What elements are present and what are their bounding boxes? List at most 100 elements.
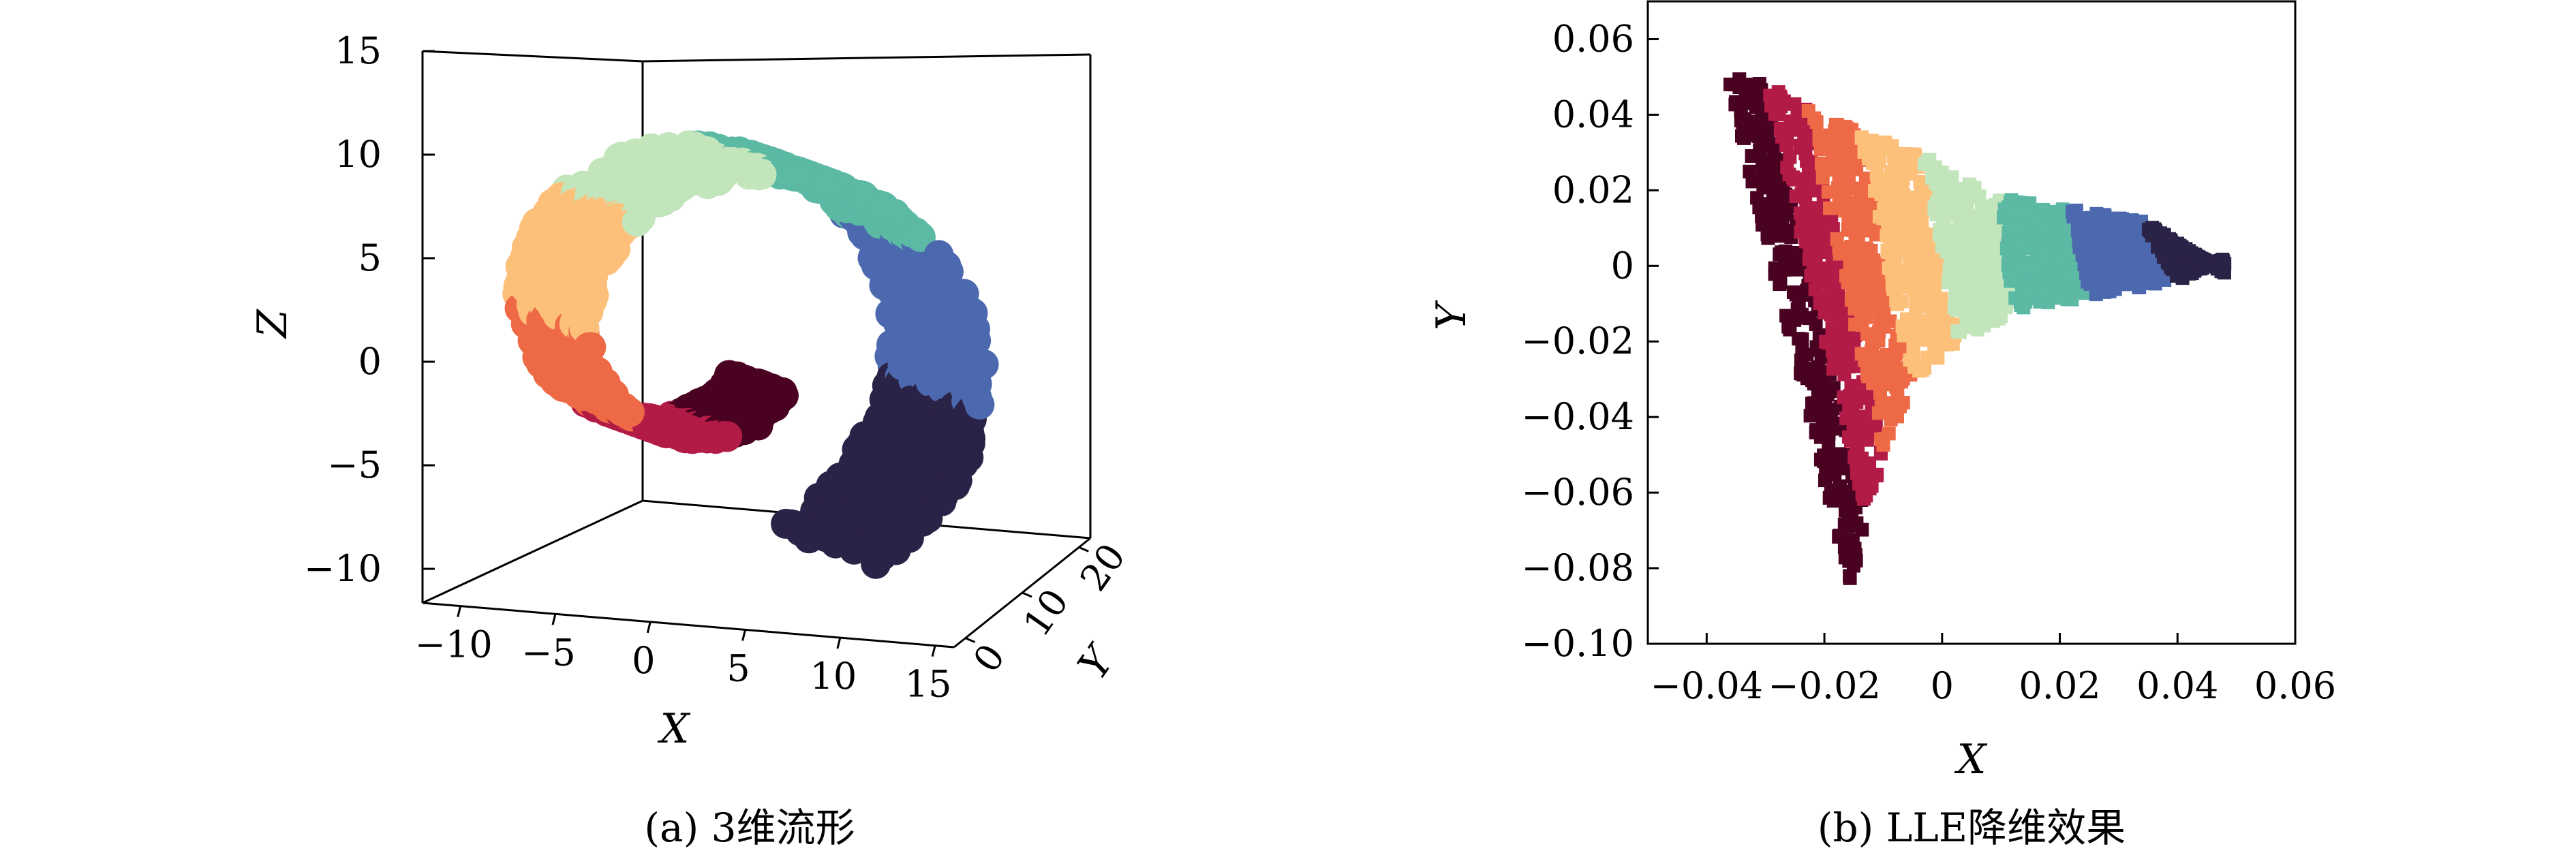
data-point xyxy=(940,470,970,501)
data-point xyxy=(579,280,609,311)
data-point xyxy=(810,166,841,197)
data-point xyxy=(2111,219,2126,233)
x-tick-label: −0.02 xyxy=(1768,664,1880,707)
y-tick-label: 0.02 xyxy=(1552,168,1634,211)
data-point xyxy=(1835,187,1850,201)
data-point xyxy=(1871,299,1885,313)
data-point xyxy=(2065,292,2079,307)
data-point xyxy=(2080,211,2094,225)
data-point xyxy=(1965,283,1980,297)
data-point xyxy=(1878,135,1892,149)
data-point xyxy=(1813,430,1828,444)
y-tick-label: −0.04 xyxy=(1522,395,1634,438)
data-point xyxy=(1854,433,1869,447)
data-point xyxy=(2158,273,2172,287)
data-point xyxy=(1914,188,1929,202)
y-tick-label: −0.06 xyxy=(1522,471,1634,514)
data-point xyxy=(1865,479,1879,493)
data-point xyxy=(1883,198,1897,212)
data-point xyxy=(1888,347,1903,361)
data-point xyxy=(968,349,999,379)
x-tick-label: 0 xyxy=(632,639,655,682)
data-point xyxy=(1824,213,1839,227)
data-point xyxy=(2162,257,2177,271)
data-point xyxy=(1982,280,1997,294)
data-point xyxy=(1942,208,1957,222)
data-point xyxy=(1970,322,1984,337)
x-axis-label: X xyxy=(1954,736,1988,783)
data-point xyxy=(1884,168,1898,182)
data-point xyxy=(1751,80,1766,95)
caption-a: (a) 3维流形 xyxy=(644,805,855,851)
data-point xyxy=(2213,258,2227,272)
data-point xyxy=(1799,234,1813,249)
data-point xyxy=(1874,400,1888,414)
data-point xyxy=(769,380,799,411)
x-tick-mark xyxy=(551,613,557,625)
data-point xyxy=(1837,540,1852,555)
x-tick-label: −0.04 xyxy=(1651,664,1763,707)
data-point xyxy=(1961,209,1976,223)
data-point xyxy=(2176,256,2190,270)
data-point xyxy=(1803,409,1818,423)
data-point xyxy=(2098,208,2112,223)
data-point xyxy=(743,410,773,441)
data-point xyxy=(1817,448,1831,463)
z-tick-label: 15 xyxy=(335,29,382,72)
data-point xyxy=(1828,275,1842,289)
data-point xyxy=(1865,340,1880,354)
data-point xyxy=(1833,172,1847,186)
data-point xyxy=(1870,467,1884,482)
data-point xyxy=(1758,207,1772,221)
data-point xyxy=(1906,228,1920,241)
data-point xyxy=(957,298,988,328)
data-point xyxy=(1843,211,1857,225)
data-point xyxy=(1915,266,1929,279)
y-axis-label: Y xyxy=(1069,636,1126,688)
data-point xyxy=(2021,285,2035,299)
data-point xyxy=(1830,232,1844,246)
data-point xyxy=(1824,129,1839,142)
z-tick-label: 0 xyxy=(358,340,382,383)
data-point xyxy=(1738,86,1753,100)
data-point xyxy=(1969,305,1984,320)
data-point xyxy=(622,206,652,237)
data-point xyxy=(2098,232,2113,246)
data-point xyxy=(1795,343,1809,358)
scatter-points-3d xyxy=(502,130,999,579)
data-point xyxy=(2069,203,2083,217)
x-tick-label: −5 xyxy=(521,631,576,674)
data-point xyxy=(1925,251,1939,265)
data-point xyxy=(1855,278,1869,292)
data-point xyxy=(1852,476,1867,490)
data-point xyxy=(1855,523,1869,537)
data-point xyxy=(1802,167,1816,181)
data-point xyxy=(1957,258,1972,272)
data-point xyxy=(1775,178,1789,192)
data-point xyxy=(1809,115,1824,129)
data-point xyxy=(1920,318,1935,332)
data-point xyxy=(1814,156,1828,170)
data-point xyxy=(1877,358,1891,373)
scatter-points xyxy=(1723,72,2232,585)
data-point xyxy=(711,422,742,452)
z-axis-label: Z xyxy=(249,309,296,339)
data-point xyxy=(1823,201,1837,215)
y-tick-label: 0.04 xyxy=(1552,93,1634,136)
z-tick-label: 10 xyxy=(335,133,382,176)
x-tick-label: 5 xyxy=(726,646,750,689)
data-point xyxy=(1856,255,1870,269)
data-point xyxy=(1841,334,1855,348)
data-point xyxy=(2084,231,2098,245)
x-tick-mark xyxy=(741,629,747,641)
data-point xyxy=(1980,291,1995,305)
data-point xyxy=(1978,238,1993,252)
data-point xyxy=(1914,299,1928,313)
data-point xyxy=(1897,197,1912,211)
data-point xyxy=(1952,325,1967,339)
data-point xyxy=(1737,131,1751,145)
data-point xyxy=(1922,232,1936,246)
data-point xyxy=(1821,185,1835,199)
data-point xyxy=(2019,203,2033,217)
